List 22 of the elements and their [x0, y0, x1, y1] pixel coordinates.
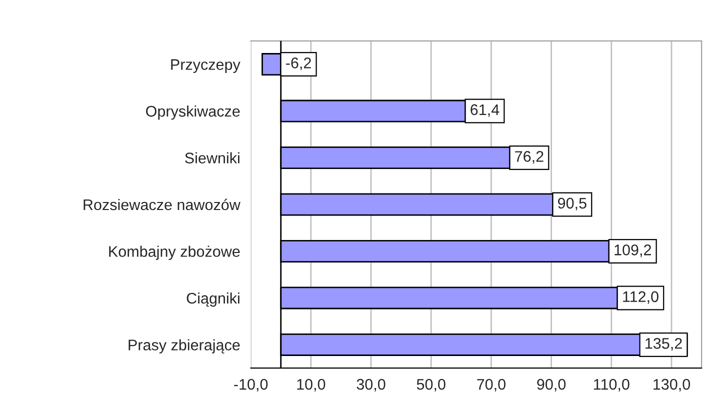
data-label: 109,2: [614, 244, 651, 258]
y-tick-label: Przyczepy: [171, 59, 240, 73]
x-tick-label: 10,0: [297, 378, 326, 392]
data-label: 61,4: [470, 104, 500, 117]
data-label: 135,2: [646, 338, 682, 351]
x-tick-label: 50,0: [416, 378, 446, 392]
y-tick-label: Rozsiewacze nawozów: [84, 198, 240, 210]
x-tick-label: 70,0: [477, 378, 506, 392]
x-tick-label: 130,0: [654, 378, 690, 392]
data-label: 76,2: [515, 151, 544, 164]
y-tick-label: Ciągniki: [186, 292, 240, 307]
data-label: -6,2: [286, 58, 311, 70]
y-tick-label: Prasy zbierające: [128, 339, 240, 354]
y-tick-label: Siewniki: [185, 152, 240, 164]
y-tick-label: Opryskiwacze: [146, 105, 240, 120]
x-tick-label: -10,0: [234, 378, 268, 392]
x-tick-label: 30,0: [356, 378, 386, 392]
x-tick-label: 90,0: [537, 378, 566, 392]
data-label: 112,0: [623, 291, 658, 304]
y-tick-label: Kombajny zbożowe: [109, 246, 240, 260]
data-label: 90,5: [558, 198, 586, 210]
x-tick-label: 110,0: [594, 378, 630, 392]
